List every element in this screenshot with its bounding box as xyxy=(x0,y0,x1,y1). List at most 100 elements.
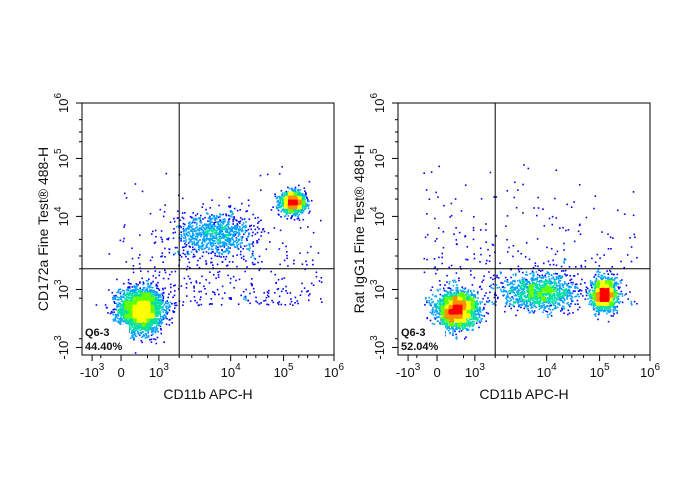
data-point xyxy=(151,301,153,304)
data-point xyxy=(205,234,207,237)
data-point xyxy=(219,240,221,243)
data-point xyxy=(223,228,226,230)
data-point xyxy=(131,325,133,327)
data-point xyxy=(124,307,126,310)
data-point xyxy=(239,242,242,244)
data-point xyxy=(241,226,244,229)
data-point xyxy=(203,223,206,225)
data-point xyxy=(208,230,210,232)
data-point xyxy=(302,210,305,212)
data-point xyxy=(169,221,172,223)
data-point xyxy=(156,293,158,295)
data-point xyxy=(307,290,309,292)
data-point xyxy=(290,300,293,303)
data-point xyxy=(148,278,150,280)
data-point xyxy=(167,277,170,280)
data-point xyxy=(196,241,198,244)
data-point xyxy=(158,274,160,277)
data-point xyxy=(300,210,302,213)
data-point xyxy=(152,321,154,323)
data-point xyxy=(162,215,165,218)
data-point xyxy=(141,190,144,193)
data-point xyxy=(151,313,153,315)
data-point xyxy=(190,235,193,237)
data-point xyxy=(294,296,297,299)
data-point xyxy=(148,285,151,287)
data-point xyxy=(192,236,194,239)
data-point xyxy=(142,315,145,318)
data-point xyxy=(155,328,157,331)
data-point xyxy=(278,202,281,204)
data-point xyxy=(109,312,112,315)
data-point xyxy=(125,261,128,263)
data-point xyxy=(250,256,252,258)
data-point xyxy=(173,220,176,223)
data-point xyxy=(146,297,148,300)
data-point xyxy=(201,255,204,258)
data-point xyxy=(151,324,153,326)
data-point xyxy=(161,287,164,290)
data-point xyxy=(127,296,129,298)
data-point xyxy=(311,259,314,262)
data-point xyxy=(305,196,308,198)
data-point xyxy=(165,305,168,307)
data-point xyxy=(170,286,172,289)
data-point xyxy=(151,292,153,294)
data-point xyxy=(152,290,154,292)
data-point xyxy=(152,280,154,283)
data-point xyxy=(150,334,153,337)
data-point xyxy=(293,193,295,195)
data-point xyxy=(117,305,120,308)
data-point xyxy=(154,270,157,272)
data-point xyxy=(145,289,147,291)
data-point xyxy=(173,228,175,230)
data-point xyxy=(253,291,255,293)
data-point xyxy=(126,316,129,319)
data-point xyxy=(243,225,245,228)
data-point xyxy=(244,231,247,234)
data-point xyxy=(136,295,138,298)
data-point xyxy=(137,318,139,321)
data-point xyxy=(306,251,309,254)
data-point xyxy=(133,300,136,302)
data-point xyxy=(151,256,154,259)
data-point xyxy=(229,205,232,207)
data-point xyxy=(155,303,157,306)
data-point xyxy=(266,173,269,176)
data-point xyxy=(158,306,160,308)
data-point xyxy=(152,300,155,302)
data-point xyxy=(202,231,205,234)
data-point xyxy=(310,199,313,202)
data-point xyxy=(155,297,157,299)
data-point xyxy=(209,227,211,230)
data-point xyxy=(134,310,136,312)
data-point xyxy=(150,321,152,323)
data-point xyxy=(127,301,129,304)
data-point xyxy=(237,243,240,246)
data-point xyxy=(208,217,211,220)
data-point xyxy=(156,306,158,309)
data-point xyxy=(112,309,115,311)
data-point xyxy=(309,293,311,295)
data-point xyxy=(126,311,129,313)
data-point xyxy=(219,235,221,238)
data-point xyxy=(155,318,158,321)
data-point xyxy=(145,305,148,307)
data-point xyxy=(226,229,229,232)
data-point xyxy=(190,222,193,224)
data-point xyxy=(221,237,223,239)
data-point xyxy=(143,311,146,314)
data-point xyxy=(308,200,310,203)
data-point xyxy=(201,241,204,243)
data-point xyxy=(213,231,216,234)
data-point xyxy=(141,277,143,280)
data-point xyxy=(245,260,247,262)
data-point xyxy=(134,326,136,328)
data-point xyxy=(163,313,166,316)
data-point xyxy=(303,206,306,208)
data-point xyxy=(283,194,285,197)
data-point xyxy=(199,239,201,241)
data-point xyxy=(234,231,236,233)
data-point xyxy=(229,238,232,240)
data-point xyxy=(185,232,188,235)
